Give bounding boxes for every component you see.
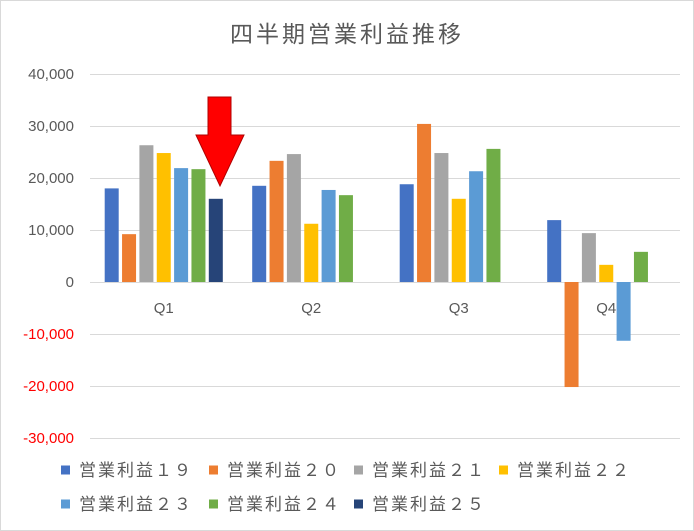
- bar-s4-q3: [451, 198, 466, 282]
- bar-s6-q4: [633, 251, 648, 282]
- legend-label: 営業利益２５: [372, 495, 486, 515]
- legend-item: 営業利益２２: [499, 461, 631, 481]
- y-tick-label: -20,000: [23, 378, 74, 395]
- bar-s1-q1: [104, 188, 119, 282]
- y-tick-label: 10,000: [28, 222, 74, 239]
- legend-label: 営業利益２０: [227, 461, 341, 481]
- bar-s3-q1: [139, 145, 154, 282]
- bar-s1-q3: [399, 184, 414, 282]
- legend-item: 営業利益２０: [209, 461, 341, 481]
- bar-s1-q2: [252, 185, 267, 282]
- y-tick-label: -30,000: [23, 430, 74, 447]
- category-label: Q4: [596, 300, 616, 317]
- bar-s5-q2: [321, 189, 336, 282]
- legend-label: 営業利益２３: [79, 495, 193, 515]
- legend-marker: [499, 465, 508, 475]
- legend-marker: [354, 499, 363, 509]
- legend-item: 営業利益２１: [354, 461, 486, 481]
- y-tick-label: 20,000: [28, 170, 74, 187]
- y-axis-tick-labels: 40,000 30,000 20,000 10,000 0 -10,000 -20,000 -…: [23, 66, 74, 447]
- legend-item: 営業利益２３: [61, 495, 193, 515]
- legend-label: 営業利益２１: [372, 461, 486, 481]
- bar-s6-q3: [486, 148, 501, 282]
- x-axis-category-labels: Q1 Q2 Q3 Q4: [154, 300, 617, 317]
- bar-s5-q3: [469, 171, 484, 282]
- legend-marker: [61, 499, 70, 509]
- bar-s3-q2: [286, 154, 301, 282]
- bar-s6-q1: [191, 169, 206, 282]
- legend-label: 営業利益２４: [227, 495, 341, 515]
- legend-item: 営業利益２５: [354, 495, 486, 515]
- legend-item: 営業利益１９: [61, 461, 193, 481]
- legend-marker: [209, 465, 218, 475]
- bar-s2-q3: [417, 123, 432, 282]
- bar-s6-q2: [338, 195, 353, 282]
- legend-item: 営業利益２４: [209, 495, 341, 515]
- legend-marker: [61, 465, 70, 475]
- y-tick-label: 30,000: [28, 118, 74, 135]
- category-label: Q3: [449, 300, 469, 317]
- bar-s2-q4: [564, 282, 579, 388]
- legend-marker: [354, 465, 363, 475]
- down-arrow-icon: [195, 96, 245, 188]
- bar-s3-q3: [434, 153, 449, 282]
- y-tick-label: -10,000: [23, 326, 74, 343]
- bar-s5-q4: [616, 282, 631, 341]
- legend: 営業利益１９ 営業利益２０ 営業利益２１ 営業利益２２ 営業利益２３ 営業利益２４ 営業利益…: [61, 461, 631, 515]
- bar-s4-q2: [304, 223, 319, 282]
- bar-s3-q4: [581, 233, 596, 282]
- gridlines: [90, 74, 680, 439]
- bar-s4-q1: [156, 153, 171, 282]
- legend-marker: [209, 499, 218, 509]
- category-label: Q2: [301, 300, 321, 317]
- legend-label: 営業利益１９: [79, 461, 193, 481]
- chart-title: 四半期営業利益推移: [230, 22, 464, 48]
- category-label: Q1: [154, 300, 174, 317]
- bar-s1-q4: [547, 220, 562, 282]
- y-tick-label: 40,000: [28, 66, 74, 83]
- bar-s7-q1: [208, 198, 223, 282]
- bar-s2-q2: [269, 160, 284, 282]
- bar-s5-q1: [174, 168, 189, 282]
- bar-s4-q4: [599, 264, 614, 282]
- y-tick-label: 0: [66, 274, 74, 291]
- bar-s2-q1: [122, 234, 137, 282]
- bars: [104, 123, 648, 388]
- legend-label: 営業利益２２: [517, 461, 631, 481]
